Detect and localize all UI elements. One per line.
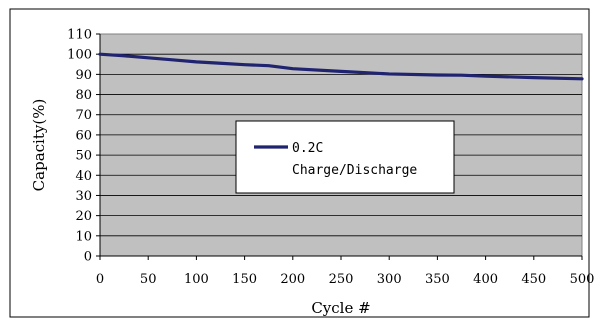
legend: 0.2C Charge/Discharge — [235, 120, 455, 194]
gridlines — [100, 53, 582, 237]
axes: 0 10 20 30 40 50 60 70 80 90 100 110 0 50 100 150 200 250… — [67, 28, 594, 288]
x-tick-label-300: 300 — [377, 272, 402, 287]
y-tick-label-30: 30 — [75, 189, 92, 204]
legend-box — [235, 120, 455, 194]
legend-label-line-1: 0.2C — [292, 141, 323, 156]
x-tick-label-100: 100 — [184, 272, 209, 287]
y-tick-label-10: 10 — [75, 229, 92, 244]
x-tick-label-500: 500 — [570, 272, 595, 287]
x-tick-label-400: 400 — [473, 272, 498, 287]
legend-label-line-2: Charge/Discharge — [292, 163, 417, 178]
y-tick-label-110: 110 — [67, 28, 92, 43]
x-tick-label-0: 0 — [96, 272, 104, 287]
series-layer — [98, 52, 584, 81]
y-tick-label-20: 20 — [75, 209, 92, 224]
y-tick-label-40: 40 — [75, 169, 92, 184]
y-tick-label-90: 90 — [75, 68, 92, 83]
series-line-0 — [98, 52, 584, 81]
x-tick-label-150: 150 — [232, 272, 257, 287]
x-tick-label-250: 250 — [329, 272, 354, 287]
x-tick-label-200: 200 — [280, 272, 305, 287]
x-tick-label-350: 350 — [425, 272, 450, 287]
y-tick-label-50: 50 — [75, 149, 92, 164]
y-axis-title: Capacity(%) — [30, 99, 48, 192]
x-tick-label-450: 450 — [521, 272, 546, 287]
x-axis-title: Cycle # — [311, 299, 370, 317]
y-tick-label-80: 80 — [75, 88, 92, 103]
y-tick-label-0: 0 — [84, 250, 92, 265]
y-tick-label-70: 70 — [75, 108, 92, 123]
y-tick-label-100: 100 — [67, 48, 92, 63]
x-tick-label-50: 50 — [140, 272, 157, 287]
y-tick-label-60: 60 — [75, 128, 92, 143]
